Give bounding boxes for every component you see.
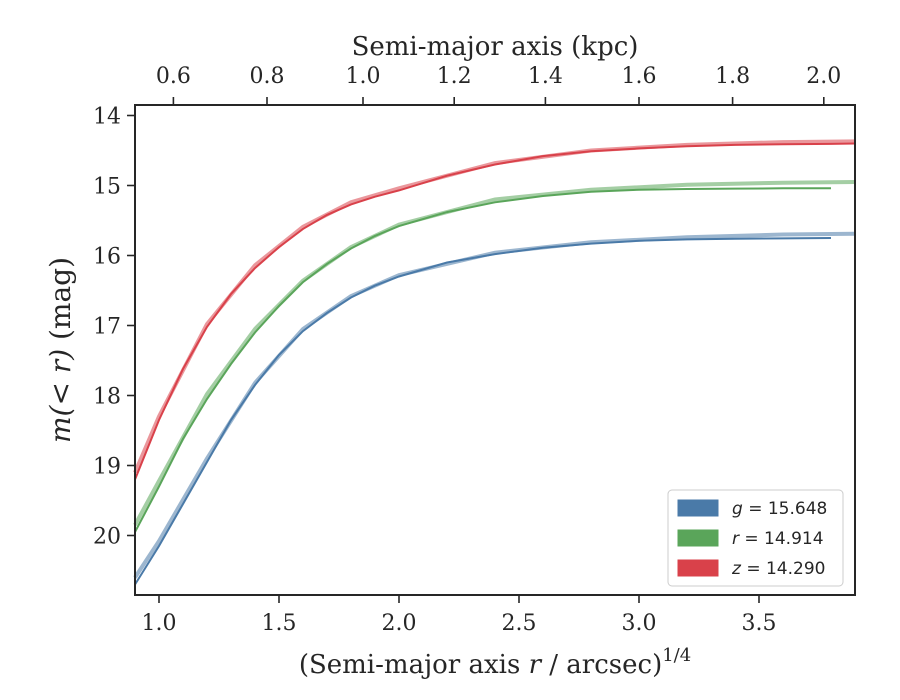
- x-tick-label: 1.5: [262, 611, 297, 636]
- series-r: [133, 180, 856, 533]
- series-g: [133, 231, 856, 586]
- top-tick-label: 1.8: [715, 64, 750, 89]
- series-z-line: [134, 142, 856, 480]
- y-axis-label-prefix: m: [44, 416, 77, 443]
- plot-frame: [134, 104, 856, 596]
- bottom-axis-label-text: (Semi-major axis: [299, 650, 529, 680]
- bottom-axis-label-var: r: [529, 650, 543, 680]
- legend-label-g: g = 15.648: [732, 499, 827, 519]
- series-z: [133, 139, 856, 480]
- y-tick-label: 18: [93, 385, 121, 410]
- top-x-axis: 0.6 0.8 1.0 1.2 1.4 1.6 1.8 2.0: [156, 64, 841, 105]
- x-tick-label: 1.0: [142, 611, 177, 636]
- legend-item-g: g = 15.648: [677, 499, 827, 519]
- legend-swatch-g: [677, 499, 719, 517]
- legend-item-z: z = 14.290: [677, 559, 825, 579]
- legend-label-var: z: [731, 559, 742, 579]
- legend-label-z: z = 14.290: [731, 559, 825, 579]
- top-axis-label: Semi-major axis (kpc): [352, 32, 639, 62]
- top-tick-label: 1.0: [346, 64, 381, 89]
- series-g-line: [134, 237, 832, 586]
- series-z-model-band: [133, 139, 856, 474]
- left-y-axis: 14 15 16 17 18 19 20: [93, 105, 135, 550]
- series-layer: [133, 139, 856, 586]
- legend-label-value: = 14.914: [739, 529, 824, 549]
- top-tick-label: 1.2: [437, 64, 472, 89]
- series-r-model-band: [133, 180, 856, 526]
- legend-label-var: g: [732, 499, 743, 519]
- y-axis-label-suffix: (mag): [44, 257, 77, 349]
- y-axis-label-middle: (< r): [44, 349, 77, 417]
- top-tick-label: 1.6: [622, 64, 657, 89]
- x-tick-label: 2.5: [502, 611, 537, 636]
- x-tick-label: 3.0: [622, 611, 657, 636]
- y-tick-label: 17: [93, 315, 121, 340]
- top-tick-label: 0.8: [250, 64, 285, 89]
- x-tick-label: 2.0: [382, 611, 417, 636]
- legend-label-value: = 15.648: [743, 499, 828, 519]
- series-r-line: [134, 187, 831, 533]
- bottom-axis-label-superscript: 1/4: [662, 645, 691, 666]
- legend-label-var: r: [732, 529, 740, 549]
- y-tick-label: 15: [93, 175, 121, 200]
- bottom-x-axis: 1.0 1.5 2.0 2.5 3.0 3.5: [142, 595, 777, 636]
- y-axis-label: m(< r) (mag): [44, 257, 77, 443]
- y-tick-label: 16: [93, 245, 121, 270]
- top-tick-label: 1.4: [528, 64, 563, 89]
- legend-label-value: = 14.290: [741, 559, 826, 579]
- legend-label-r: r = 14.914: [732, 529, 824, 549]
- x-tick-label: 3.5: [742, 611, 777, 636]
- top-tick-label: 2.0: [806, 64, 841, 89]
- legend-item-r: r = 14.914: [677, 529, 824, 549]
- y-tick-label: 20: [93, 525, 121, 550]
- legend-swatch-r: [677, 529, 719, 547]
- top-tick-label: 0.6: [156, 64, 191, 89]
- bottom-axis-label-text-after: / arcsec): [541, 650, 662, 680]
- y-tick-label: 14: [93, 105, 121, 130]
- y-tick-label: 19: [93, 455, 121, 480]
- legend-swatch-z: [677, 559, 719, 577]
- bottom-axis-label: (Semi-major axis r / arcsec)1/4: [299, 645, 691, 680]
